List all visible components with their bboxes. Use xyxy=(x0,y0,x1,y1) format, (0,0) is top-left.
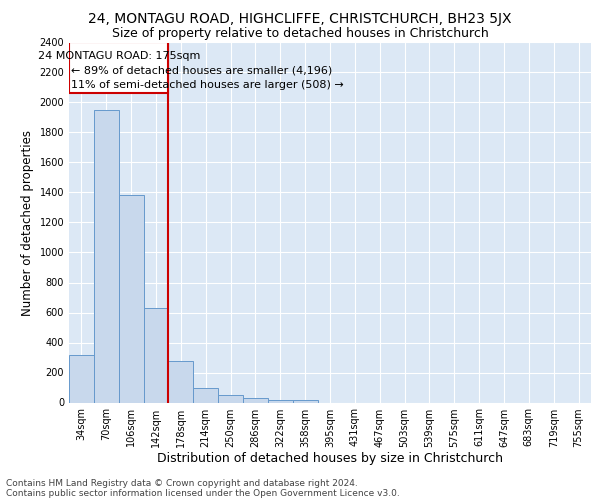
Bar xyxy=(243,398,268,402)
Bar xyxy=(193,388,218,402)
Bar xyxy=(268,400,293,402)
Text: Size of property relative to detached houses in Christchurch: Size of property relative to detached ho… xyxy=(112,28,488,40)
Text: ← 89% of detached houses are smaller (4,196): ← 89% of detached houses are smaller (4,… xyxy=(71,66,332,76)
Y-axis label: Number of detached properties: Number of detached properties xyxy=(21,130,34,316)
Text: 24 MONTAGU ROAD: 175sqm: 24 MONTAGU ROAD: 175sqm xyxy=(38,52,200,62)
Bar xyxy=(143,308,169,402)
Text: Contains public sector information licensed under the Open Government Licence v3: Contains public sector information licen… xyxy=(6,488,400,498)
Bar xyxy=(293,400,317,402)
Bar xyxy=(94,110,119,403)
Text: Contains HM Land Registry data © Crown copyright and database right 2024.: Contains HM Land Registry data © Crown c… xyxy=(6,478,358,488)
Bar xyxy=(119,196,143,402)
Text: 24, MONTAGU ROAD, HIGHCLIFFE, CHRISTCHURCH, BH23 5JX: 24, MONTAGU ROAD, HIGHCLIFFE, CHRISTCHUR… xyxy=(88,12,512,26)
Bar xyxy=(169,360,193,403)
X-axis label: Distribution of detached houses by size in Christchurch: Distribution of detached houses by size … xyxy=(157,452,503,466)
Bar xyxy=(69,354,94,403)
Text: 11% of semi-detached houses are larger (508) →: 11% of semi-detached houses are larger (… xyxy=(71,80,343,90)
Bar xyxy=(70,42,168,94)
Bar xyxy=(218,395,243,402)
